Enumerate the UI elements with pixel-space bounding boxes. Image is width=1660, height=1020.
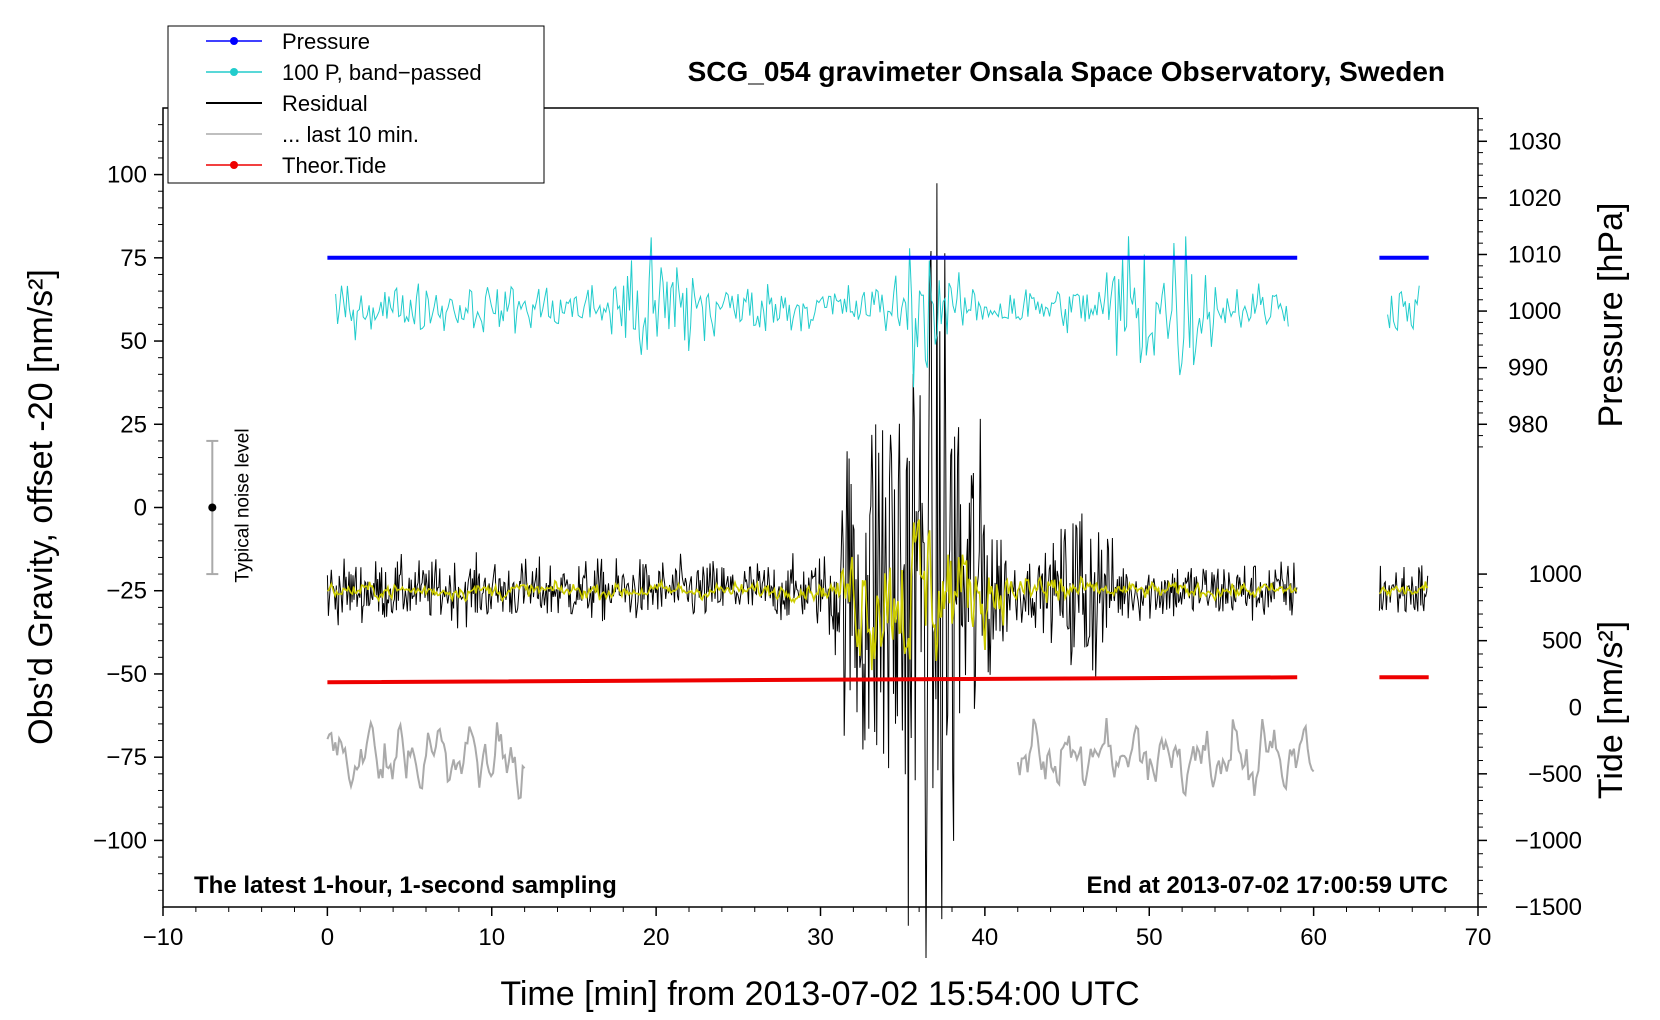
x-tick-label: 50	[1136, 924, 1163, 951]
legend-label: Residual	[282, 91, 368, 116]
legend: Pressure 100 P, band−passed Residual ... la…	[167, 25, 545, 184]
tide-tick-label: 0	[1569, 694, 1582, 721]
tide-axis-title: Tide [nm/s²]	[1592, 621, 1630, 799]
y-tick-label: 25	[120, 411, 147, 438]
tide-tick-label: 500	[1542, 628, 1582, 655]
tide-tick-label: 1000	[1529, 561, 1582, 588]
legend-item: Pressure	[206, 29, 370, 54]
y-tick-label: −100	[93, 827, 147, 854]
pressure-tick-label: 1000	[1508, 298, 1561, 325]
series-theor-tide	[327, 675, 1429, 685]
bottom-left-note: The latest 1-hour, 1-second sampling	[194, 872, 617, 899]
x-tick-label: 60	[1300, 924, 1327, 951]
pressure-tick-label: 1020	[1508, 185, 1561, 212]
noise-dot	[208, 503, 217, 512]
tide-axis: 1000 500 0 −500 −1000 −1500	[1478, 561, 1582, 921]
noise-level-label: Typical noise level	[232, 428, 253, 582]
tide-tick-label: −500	[1528, 761, 1582, 788]
x-tick-label: 70	[1465, 924, 1492, 951]
x-tick-label: 30	[807, 924, 834, 951]
y-tick-label: −50	[106, 661, 147, 688]
x-tick-label: 20	[643, 924, 670, 951]
legend-marker	[230, 37, 238, 45]
legend-label: Pressure	[282, 29, 370, 54]
y-tick-label: 0	[134, 495, 147, 522]
y-tick-label: −75	[106, 744, 147, 771]
y-tick-label: −25	[106, 578, 147, 605]
pressure-axis: 1030 1020 1010 1000 990 980	[1478, 118, 1561, 448]
x-tick-label: 40	[972, 924, 999, 951]
y-left-axis-title: Obs'd Gravity, offset -20 [nm/s²]	[22, 269, 60, 745]
plot-frame	[162, 107, 1479, 908]
series-bandpassed-pressure	[335, 236, 1420, 388]
legend-item: 100 P, band−passed	[206, 60, 482, 85]
pressure-tick-label: 980	[1508, 411, 1548, 438]
series-layer	[326, 183, 1429, 959]
tide-tick-label: −1000	[1515, 827, 1582, 854]
bottom-right-note: End at 2013-07-02 17:00:59 UTC	[1087, 872, 1449, 899]
x-tick-label: 10	[478, 924, 505, 951]
pressure-axis-title: Pressure [hPa]	[1592, 203, 1630, 428]
y-tick-label: 100	[107, 162, 147, 189]
legend-item: ... last 10 min.	[206, 122, 419, 147]
legend-label: Theor.Tide	[282, 153, 386, 178]
series-residual-lowpass	[326, 519, 1429, 671]
noise-indicator: Typical noise level	[206, 428, 253, 583]
legend-item: Residual	[206, 91, 368, 116]
chart-title: SCG_054 gravimeter Onsala Space Observat…	[688, 56, 1445, 87]
tide-tick-label: −1500	[1515, 894, 1582, 921]
legend-box	[167, 25, 545, 184]
legend-marker	[230, 68, 238, 76]
y-tick-label: 75	[120, 245, 147, 272]
pressure-tick-label: 1030	[1508, 128, 1561, 155]
legend-marker	[230, 161, 238, 169]
legend-item: Theor.Tide	[206, 153, 386, 178]
x-axis: −10 0 10 20 30 40 50 60 70	[143, 907, 1492, 951]
x-tick-label: −10	[143, 924, 184, 951]
x-tick-label: 0	[321, 924, 334, 951]
y-left-axis: 100 75 50 25 0 −25 −50 −75 −100	[93, 124, 163, 891]
series-last-10-min	[326, 718, 1315, 800]
series-residual	[326, 183, 1429, 959]
legend-label: 100 P, band−passed	[282, 60, 482, 85]
pressure-tick-label: 990	[1508, 355, 1548, 382]
legend-label: ... last 10 min.	[282, 122, 419, 147]
y-tick-label: 50	[120, 328, 147, 355]
pressure-tick-label: 1010	[1508, 241, 1561, 268]
x-axis-title: Time [min] from 2013-07-02 15:54:00 UTC	[500, 975, 1139, 1013]
